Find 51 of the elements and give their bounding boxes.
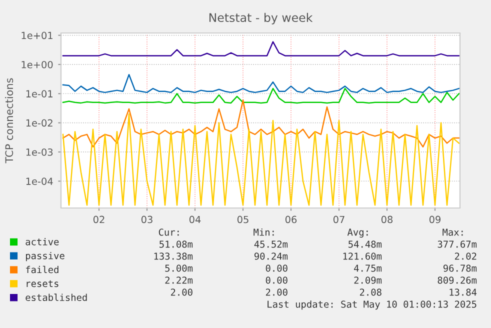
x-tick-label: 05 xyxy=(237,216,248,224)
line-series xyxy=(62,74,460,94)
legend-label: failed xyxy=(26,266,58,274)
y-tick-label: 1e+00 xyxy=(22,60,53,68)
text: 4.75m xyxy=(354,264,382,272)
text: 51.08m xyxy=(160,240,193,248)
text: 45.52m xyxy=(254,240,288,248)
legend-label: passive xyxy=(26,252,64,262)
text: 90.24m xyxy=(254,252,288,260)
x-tick-label: 07 xyxy=(333,216,344,224)
text: 2.00 xyxy=(170,288,192,296)
text: 0.00 xyxy=(266,276,288,284)
text: 5.00m xyxy=(165,264,193,272)
text: 121.60m xyxy=(343,252,382,260)
line-series xyxy=(62,88,460,104)
text: 2.00 xyxy=(266,288,288,296)
x-tick-label: 08 xyxy=(381,216,393,224)
text: 96.78m xyxy=(443,264,477,272)
x-tick-label: 02 xyxy=(93,216,104,224)
y-axis-title: TCP connections xyxy=(5,78,14,164)
y-tick-label: 1e-02 xyxy=(26,119,52,127)
text: 377.67m xyxy=(438,240,477,248)
text: 2.02 xyxy=(454,252,476,260)
text: 133.38m xyxy=(154,252,193,260)
text: 2.22m xyxy=(165,276,193,284)
text: Min: xyxy=(254,228,274,236)
x-tick-label: 06 xyxy=(285,216,297,224)
text: Avg: xyxy=(347,228,368,238)
line-series xyxy=(62,41,460,56)
x-tick-label: 09 xyxy=(429,216,440,224)
text: Last update: Sat May 10 01:00:13 2025 xyxy=(268,300,476,310)
text: 2.09m xyxy=(354,276,382,284)
text: 809.26m xyxy=(438,276,477,284)
y-tick-label: 1e-04 xyxy=(26,178,53,185)
y-tick-label: 1e-03 xyxy=(26,148,53,156)
legend-label: resets xyxy=(26,280,58,288)
legend-label: active xyxy=(26,238,59,246)
line-series xyxy=(62,113,460,206)
text: 13.84 xyxy=(450,288,477,296)
legend-label: established xyxy=(26,294,87,302)
y-tick-label: 1e+01 xyxy=(22,32,52,40)
text: 0.00 xyxy=(266,264,288,272)
chart-title: Netstat - by week xyxy=(209,12,313,24)
y-tick-label: 1e-01 xyxy=(26,90,52,98)
text: Cur: xyxy=(158,228,179,236)
x-tick-label: 04 xyxy=(189,216,201,224)
text: 2.08 xyxy=(360,288,382,296)
line-series xyxy=(62,99,460,148)
text: Max: xyxy=(442,228,463,236)
x-tick-label: 03 xyxy=(141,216,152,224)
text: 54.48m xyxy=(348,240,382,248)
